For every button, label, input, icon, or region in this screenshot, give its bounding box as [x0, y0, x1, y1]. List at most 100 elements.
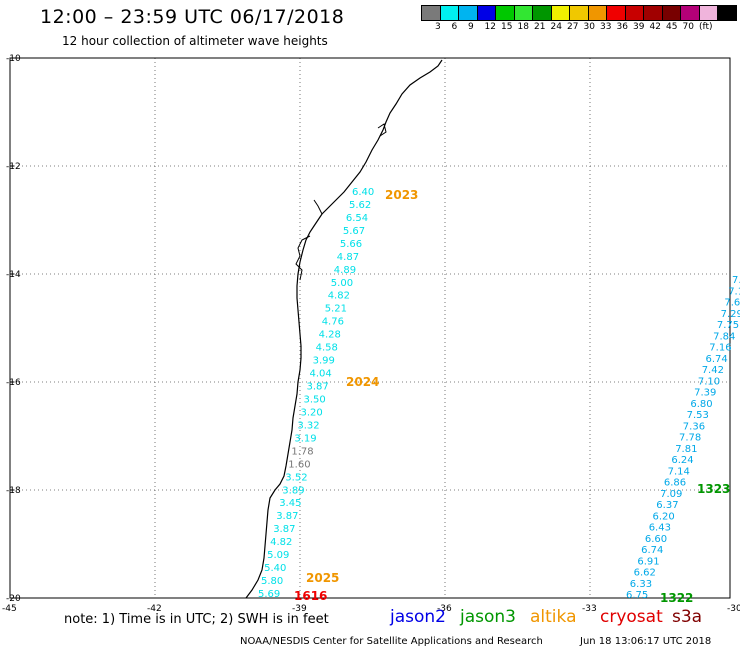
swh-reading: 6.74	[706, 354, 728, 365]
swh-reading: 7.14	[668, 466, 690, 477]
lat-tick-label: -20	[6, 594, 21, 604]
lon-tick-label: -45	[2, 604, 17, 614]
swh-reading: 5.67	[343, 226, 365, 237]
swh-reading: 4.82	[270, 537, 292, 548]
lon-tick-label: -39	[292, 604, 307, 614]
coastline	[245, 59, 443, 599]
pass-label: 1616	[294, 589, 327, 603]
scale-label: 15	[501, 22, 513, 32]
lat-tick-label: -18	[6, 486, 21, 496]
swh-reading: 5.62	[349, 200, 371, 211]
swh-reading: 5.09	[267, 550, 289, 561]
swh-reading: 3.45	[279, 498, 301, 509]
scale-label: 70	[682, 22, 694, 32]
scale-label: 27	[567, 22, 579, 32]
swh-reading: 7.09	[660, 489, 682, 500]
swh-reading: 6.20	[653, 511, 675, 522]
swh-reading: 6.40	[352, 187, 374, 198]
swh-reading: 3.32	[297, 420, 319, 431]
swh-reading: 5.40	[264, 563, 286, 574]
swh-reading: 5.00	[331, 278, 353, 289]
pass-label: 2023	[385, 188, 418, 202]
graticule	[10, 58, 730, 598]
altimeter-tracks: 6.40 5.62 6.54 5.67 5.66 4.87 4.89 5.00 4.82 5.21…	[258, 187, 740, 601]
scale-label: 39	[633, 22, 645, 32]
lon-tick-label: -36	[437, 604, 452, 614]
scale-label: 30	[583, 22, 595, 32]
swh-reading: 4.28	[319, 330, 341, 341]
swh-reading: 3.89	[282, 485, 304, 496]
scale-label: 33	[600, 22, 612, 32]
scale-swatch	[717, 5, 737, 21]
satellite-name: altika	[530, 607, 577, 627]
scale-label: 12	[484, 22, 496, 32]
swh-reading: 4.82	[328, 291, 350, 302]
scale-label: 45	[666, 22, 678, 32]
lon-tick-label: -30	[727, 604, 740, 614]
swh-reading: 3.87	[276, 511, 298, 522]
color-scale-labels: 3 6 9 12 15 18 21 24 27 30 33 36 39 42 45 70 (ft)	[422, 22, 740, 34]
swh-reading: 4.04	[310, 369, 332, 380]
swh-reading: 5.66	[340, 239, 362, 250]
lat-tick-label: -16	[6, 378, 21, 388]
scale-label: 6	[451, 22, 458, 32]
swh-reading: 7.29	[721, 309, 740, 320]
swh-reading: 7.1	[728, 286, 740, 297]
lat-tick-label: -10	[6, 54, 21, 64]
swh-reading: 4.58	[316, 343, 338, 354]
swh-reading: 3.50	[304, 395, 326, 406]
swh-reading: 4.76	[322, 317, 344, 328]
scale-label: 21	[534, 22, 546, 32]
scale-label: 3	[435, 22, 441, 32]
swh-reading: 7.6	[724, 298, 740, 309]
swh-reading: 1.78	[291, 446, 313, 457]
swh-reading: 7.81	[675, 444, 697, 455]
swh-reading: 3.87	[273, 524, 295, 535]
generation-timestamp: Jun 18 13:06:17 UTC 2018	[580, 636, 712, 647]
satellite-name: jason2	[390, 607, 446, 627]
swh-reading: 7.53	[687, 410, 709, 421]
map-subtitle: 12 hour collection of altimeter wave hei…	[62, 34, 328, 48]
swh-reading: 6.60	[645, 534, 667, 545]
swh-reading: 6.62	[634, 568, 656, 579]
swh-reading: 3.99	[313, 356, 335, 367]
map-title: 12:00 – 23:59 UTC 06/17/2018	[40, 6, 345, 28]
swh-reading: 4.89	[334, 265, 356, 276]
swh-reading: 7.39	[694, 388, 716, 399]
credit-line: NOAA/NESDIS Center for Satellite Applica…	[240, 636, 543, 647]
units-note: note: 1) Time is in UTC; 2) SWH is in fe…	[64, 612, 329, 627]
pass-label: 1322	[660, 591, 693, 605]
pass-labels: 2023 2024 2025 1616 1323 1322	[294, 188, 730, 605]
swh-reading: 7.75	[717, 320, 739, 331]
swh-reading: 6.80	[690, 399, 712, 410]
swh-reading: 5.80	[261, 576, 283, 587]
pass-label: 1323	[697, 482, 730, 496]
scale-label: 42	[649, 22, 661, 32]
swh-reading: 7.42	[702, 365, 724, 376]
color-scale-bar	[421, 5, 737, 21]
coastline-bay	[295, 123, 387, 281]
pass-label: 2024	[346, 375, 379, 389]
scale-label: 9	[468, 22, 474, 32]
pass-label: 2025	[306, 571, 339, 585]
lon-tick-label: -33	[582, 604, 597, 614]
lat-tick-label: -12	[6, 162, 21, 172]
swh-reading: 1.60	[288, 459, 310, 470]
scale-label: 36	[616, 22, 628, 32]
swh-reading: 6.91	[637, 556, 659, 567]
swh-reading: 7.10	[698, 376, 720, 387]
swh-reading: 6.86	[664, 478, 686, 489]
swh-reading: 6.74	[641, 545, 663, 556]
swh-reading: 6.43	[649, 523, 671, 534]
satellite-name: jason3	[460, 607, 516, 627]
scale-label: 24	[550, 22, 562, 32]
map-frame	[9, 57, 731, 599]
swh-reading: 7.84	[713, 331, 735, 342]
swh-reading: 3.19	[294, 433, 316, 444]
swh-reading: 7.36	[683, 421, 705, 432]
satellite-name: s3a	[672, 607, 703, 627]
swh-reading: 7.78	[679, 433, 701, 444]
axis-tick-labels: -10 -12 -14 -16 -18 -20-45 -42 -39 -36 -33 -30	[2, 54, 740, 614]
swh-reading: 7.16	[709, 343, 731, 354]
